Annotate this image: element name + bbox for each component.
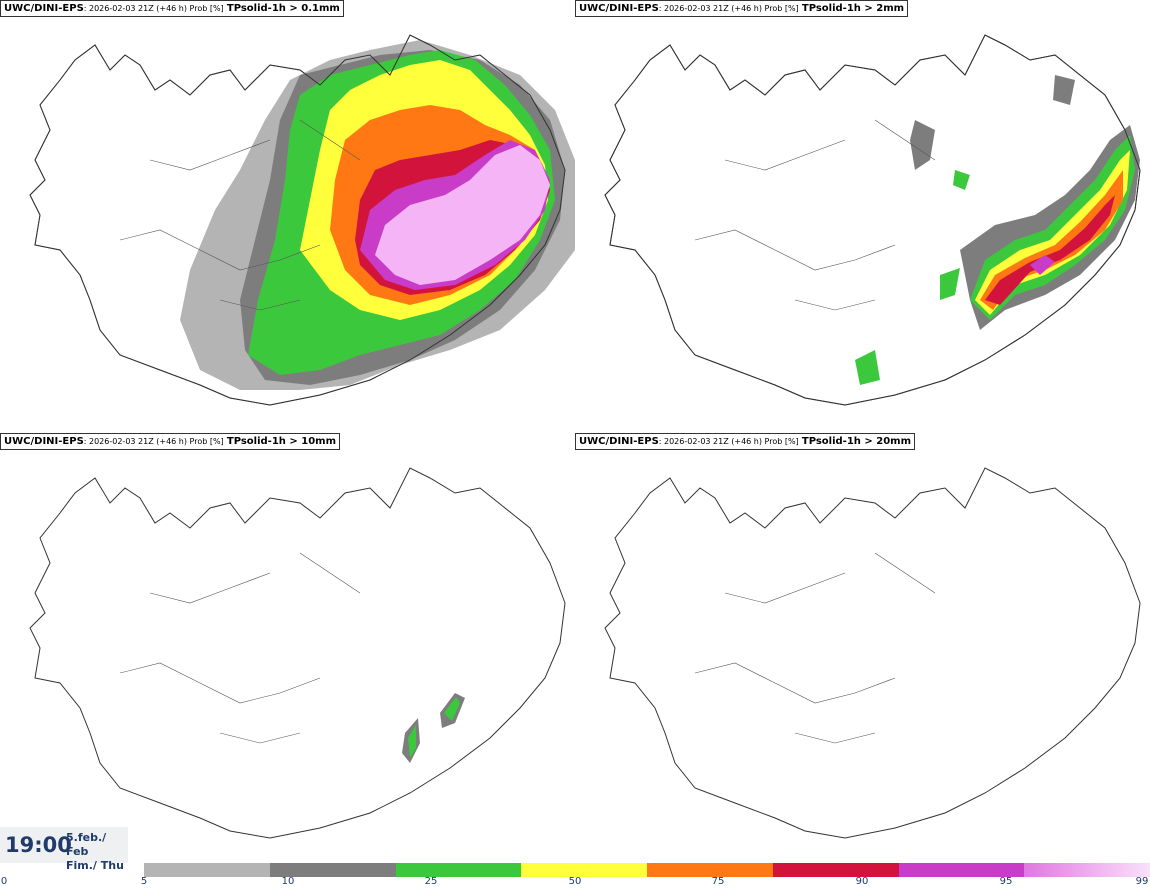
panel-title: UWC/DINI-EPS: 2026-02-03 21Z (+46 h) Pro… <box>575 433 916 450</box>
colorbar-segment <box>269 863 396 877</box>
colorbar-tick-label: 99 <box>1135 876 1149 887</box>
map-panel-20mm: UWC/DINI-EPS: 2026-02-03 21Z (+46 h) Pro… <box>575 433 1150 866</box>
colorbar-tick-label: 25 <box>424 876 438 887</box>
colorbar-tick-label: 90 <box>855 876 869 887</box>
colorbar-segment <box>1024 863 1150 877</box>
colorbar-segment <box>898 863 1025 877</box>
panel-title: UWC/DINI-EPS: 2026-02-03 21Z (+46 h) Pro… <box>0 433 341 450</box>
iceland-map <box>604 467 1141 839</box>
map-panel-0p1mm: UWC/DINI-EPS: 2026-02-03 21Z (+46 h) Pro… <box>0 0 575 433</box>
map-panel-10mm: UWC/DINI-EPS: 2026-02-03 21Z (+46 h) Pro… <box>0 433 575 866</box>
colorbar-ticks: 0 5 10 25 50 75 90 95 99 <box>0 876 1150 890</box>
valid-time-box: 19:00 5.feb./ Feb Fim./ Thu <box>0 827 128 872</box>
date-line-2: Fim./ Thu <box>66 859 124 872</box>
colorbar-tick-label: 50 <box>568 876 582 887</box>
colorbar-tick-label: 5 <box>140 876 148 887</box>
valid-time-clock: 19:00 <box>5 833 72 857</box>
colorbar-segment <box>521 863 647 877</box>
colorbar-tick-label: 75 <box>711 876 725 887</box>
colorbar-segment <box>647 863 773 877</box>
iceland-map <box>29 467 566 839</box>
iceland-map <box>604 34 1141 406</box>
colorbar-segment <box>144 863 270 877</box>
colorbar <box>144 863 1150 877</box>
iceland-map <box>29 34 575 406</box>
colorbar-segment <box>395 863 522 877</box>
date-line-1: 5.feb./ Feb <box>66 831 107 858</box>
colorbar-tick-label: 10 <box>281 876 295 887</box>
colorbar-segment <box>772 863 899 877</box>
map-panel-2mm: UWC/DINI-EPS: 2026-02-03 21Z (+46 h) Pro… <box>575 0 1150 433</box>
panel-title: UWC/DINI-EPS: 2026-02-03 21Z (+46 h) Pro… <box>0 0 344 17</box>
colorbar-tick-label: 95 <box>999 876 1013 887</box>
colorbar-tick-label: 0 <box>0 876 8 887</box>
valid-time-date: 5.feb./ Feb Fim./ Thu <box>66 831 128 873</box>
panel-title: UWC/DINI-EPS: 2026-02-03 21Z (+46 h) Pro… <box>575 0 909 17</box>
